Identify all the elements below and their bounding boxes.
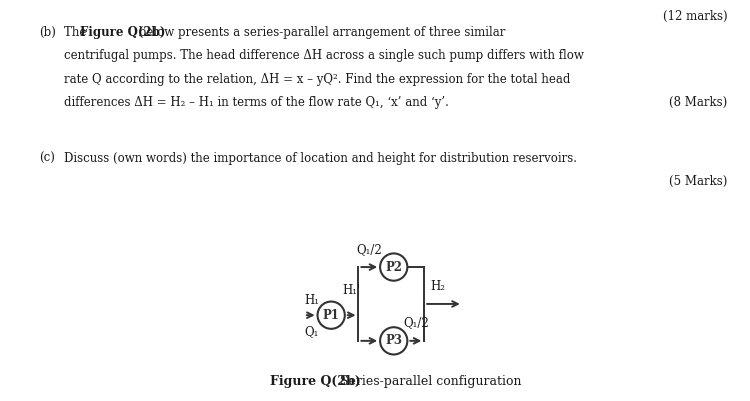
- Text: centrifugal pumps. The head difference ΔH across a single such pump differs with: centrifugal pumps. The head difference Δ…: [64, 49, 584, 62]
- Text: below presents a series-parallel arrangement of three similar: below presents a series-parallel arrange…: [135, 26, 506, 39]
- Text: H₁': H₁': [343, 284, 361, 297]
- Circle shape: [317, 302, 345, 329]
- Text: (5 Marks): (5 Marks): [669, 175, 728, 188]
- Text: (8 Marks): (8 Marks): [669, 96, 728, 109]
- Text: H₁: H₁: [304, 294, 319, 307]
- Text: rate Q according to the relation, ΔH = x – yQ². Find the expression for the tota: rate Q according to the relation, ΔH = x…: [64, 73, 570, 85]
- Text: (12 marks): (12 marks): [663, 10, 728, 23]
- Circle shape: [380, 327, 407, 354]
- Text: Figure Q(2b): Figure Q(2b): [270, 375, 361, 388]
- Text: Series-parallel configuration: Series-parallel configuration: [336, 375, 521, 388]
- Text: The: The: [64, 26, 90, 39]
- Text: Discuss (own words) the importance of location and height for distribution reser: Discuss (own words) the importance of lo…: [64, 152, 577, 165]
- Text: Q₁: Q₁: [304, 325, 318, 338]
- Text: differences ΔH = H₂ – H₁ in terms of the flow rate Q₁, ‘x’ and ‘y’.: differences ΔH = H₂ – H₁ in terms of the…: [64, 96, 448, 109]
- Text: (b): (b): [39, 26, 56, 39]
- Text: P2: P2: [386, 261, 402, 273]
- Text: Q₁/2: Q₁/2: [403, 316, 429, 329]
- Circle shape: [380, 253, 407, 281]
- Text: Figure Q(2b): Figure Q(2b): [80, 26, 166, 39]
- Text: (c): (c): [39, 152, 55, 165]
- Text: H₂: H₂: [430, 279, 445, 292]
- Text: P1: P1: [322, 309, 340, 322]
- Text: P3: P3: [386, 334, 402, 347]
- Text: Q₁/2: Q₁/2: [356, 243, 382, 255]
